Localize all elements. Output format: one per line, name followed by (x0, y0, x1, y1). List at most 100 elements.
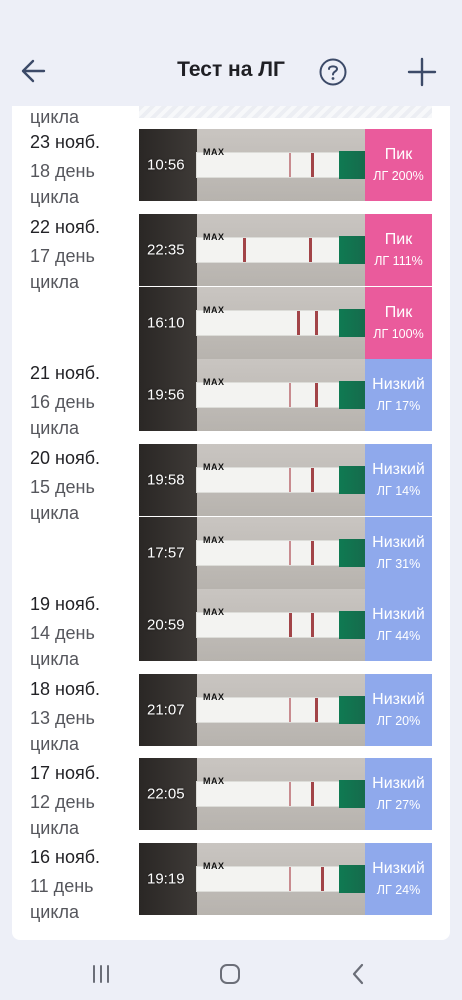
strip-max-mark: MAX (203, 691, 225, 702)
test-strip-photo: MAX 19:56 (139, 359, 365, 431)
cycle-word: цикла (30, 649, 79, 669)
test-strip-photo: MAX 17:57 (139, 517, 365, 589)
day-label: 16 нояб. 11 день цикла (30, 845, 140, 925)
lh-status: Низкий (372, 860, 425, 877)
lh-result-badge: Низкий ЛГ 27% (365, 758, 432, 830)
cycle-word: цикла (30, 187, 79, 207)
lh-percent: ЛГ 27% (376, 798, 421, 812)
lh-status: Низкий (372, 534, 425, 551)
test-strip-photo: MAX 21:07 (139, 674, 365, 746)
cycle-word: цикла (30, 818, 79, 838)
lh-test-list: цикла 23 нояб. 18 день цикла 22 нояб. 17… (12, 106, 450, 940)
lh-status: Пик (384, 231, 413, 248)
cycle-word: цикла (30, 902, 79, 922)
lh-test-entry[interactable]: MAX 19:56 Низкий ЛГ 17% (139, 359, 432, 431)
lh-status: Низкий (372, 775, 425, 792)
test-strip-photo: MAX 20:59 (139, 589, 365, 661)
test-time: 19:19 (147, 870, 185, 888)
strip-max-mark: MAX (203, 231, 225, 242)
recent-apps-icon[interactable] (88, 961, 114, 987)
test-time: 17:57 (147, 544, 185, 562)
strip-max-mark: MAX (203, 461, 225, 472)
strip-max-mark: MAX (203, 606, 225, 617)
strip-max-mark: MAX (203, 376, 225, 387)
lh-result-badge: Низкий ЛГ 14% (365, 444, 432, 516)
lh-percent: ЛГ 200% (373, 169, 424, 183)
lh-test-entry[interactable]: MAX 16:10 Пик ЛГ 100% (139, 287, 432, 359)
lh-result-badge: Низкий ЛГ 20% (365, 674, 432, 746)
add-plus-icon[interactable] (406, 56, 438, 88)
cycle-word: цикла (30, 734, 79, 754)
day-date: 18 нояб. (30, 679, 101, 699)
day-label: 20 нояб. 15 день цикла (30, 446, 140, 526)
cycle-day: 16 день (30, 392, 95, 412)
cycle-day: 14 день (30, 623, 95, 643)
app-header: Тест на ЛГ (0, 0, 462, 106)
strip-max-mark: MAX (203, 146, 225, 157)
lh-status: Пик (384, 304, 413, 321)
test-time: 16:10 (147, 314, 185, 332)
test-time: 22:05 (147, 785, 185, 803)
day-label: 23 нояб. 18 день цикла (30, 130, 140, 210)
day-label: 19 нояб. 14 день цикла (30, 592, 140, 672)
lh-result-badge: Пик ЛГ 111% (365, 214, 432, 286)
test-time: 22:35 (147, 241, 185, 259)
back-chevron-icon[interactable] (346, 961, 372, 987)
cycle-word: цикла (30, 272, 79, 292)
test-time: 19:56 (147, 386, 185, 404)
test-strip-photo: MAX 19:58 (139, 444, 365, 516)
test-strip-photo: MAX 22:35 (139, 214, 365, 286)
lh-result-badge: Пик ЛГ 100% (365, 287, 432, 359)
day-label: 18 нояб. 13 день цикла (30, 677, 140, 757)
help-question-icon[interactable] (318, 57, 348, 87)
lh-test-entry[interactable]: MAX 22:35 Пик ЛГ 111% (139, 214, 432, 286)
lh-result-badge: Пик ЛГ 200% (365, 129, 432, 201)
lh-result-badge: Низкий ЛГ 44% (365, 589, 432, 661)
day-label: 17 нояб. 12 день цикла (30, 761, 140, 841)
lh-status: Низкий (372, 606, 425, 623)
test-strip-photo: MAX 10:56 (139, 129, 365, 201)
lh-percent: ЛГ 20% (376, 714, 421, 728)
lh-percent: ЛГ 24% (376, 883, 421, 897)
lh-percent: ЛГ 31% (376, 557, 421, 571)
cycle-word: цикла (30, 418, 79, 438)
strip-max-mark: MAX (203, 860, 225, 871)
day-date: 22 нояб. (30, 217, 101, 237)
strip-max-mark: MAX (203, 534, 225, 545)
partial-cycle-label: цикла (30, 107, 79, 127)
home-icon[interactable] (217, 961, 243, 987)
test-time: 10:56 (147, 156, 185, 174)
lh-result-badge: Низкий ЛГ 31% (365, 517, 432, 589)
day-label: 22 нояб. 17 день цикла (30, 215, 140, 295)
strip-max-mark: MAX (203, 304, 225, 315)
back-arrow-icon[interactable] (18, 55, 50, 87)
strip-max-mark: MAX (203, 775, 225, 786)
lh-test-entry[interactable]: MAX 19:58 Низкий ЛГ 14% (139, 444, 432, 516)
day-date: 19 нояб. (30, 594, 101, 614)
lh-test-entry[interactable]: MAX 17:57 Низкий ЛГ 31% (139, 517, 432, 589)
day-date: 16 нояб. (30, 847, 101, 867)
lh-test-entry[interactable]: MAX 19:19 Низкий ЛГ 24% (139, 843, 432, 915)
day-date: 20 нояб. (30, 448, 101, 468)
test-strip-photo: MAX 19:19 (139, 843, 365, 915)
day-date: 23 нояб. (30, 132, 101, 152)
lh-percent: ЛГ 100% (373, 327, 424, 341)
lh-percent: ЛГ 111% (374, 254, 423, 268)
lh-test-entry[interactable]: MAX 10:56 Пик ЛГ 200% (139, 129, 432, 201)
lh-test-entry[interactable]: MAX 21:07 Низкий ЛГ 20% (139, 674, 432, 746)
day-date: 21 нояб. (30, 363, 101, 383)
system-nav-bar (0, 945, 462, 1000)
lh-percent: ЛГ 17% (376, 399, 421, 413)
lh-status: Низкий (372, 376, 425, 393)
lh-result-badge: Низкий ЛГ 24% (365, 843, 432, 915)
lh-test-entry[interactable]: MAX 22:05 Низкий ЛГ 27% (139, 758, 432, 830)
lh-percent: ЛГ 14% (376, 484, 421, 498)
cycle-word: цикла (30, 503, 79, 523)
lh-result-badge: Низкий ЛГ 17% (365, 359, 432, 431)
lh-status: Пик (384, 146, 413, 163)
lh-test-entry[interactable]: MAX 20:59 Низкий ЛГ 44% (139, 589, 432, 661)
cycle-day: 15 день (30, 477, 95, 497)
scroll-edge-placeholder (139, 106, 432, 118)
cycle-day: 18 день (30, 161, 95, 181)
test-time: 20:59 (147, 616, 185, 634)
